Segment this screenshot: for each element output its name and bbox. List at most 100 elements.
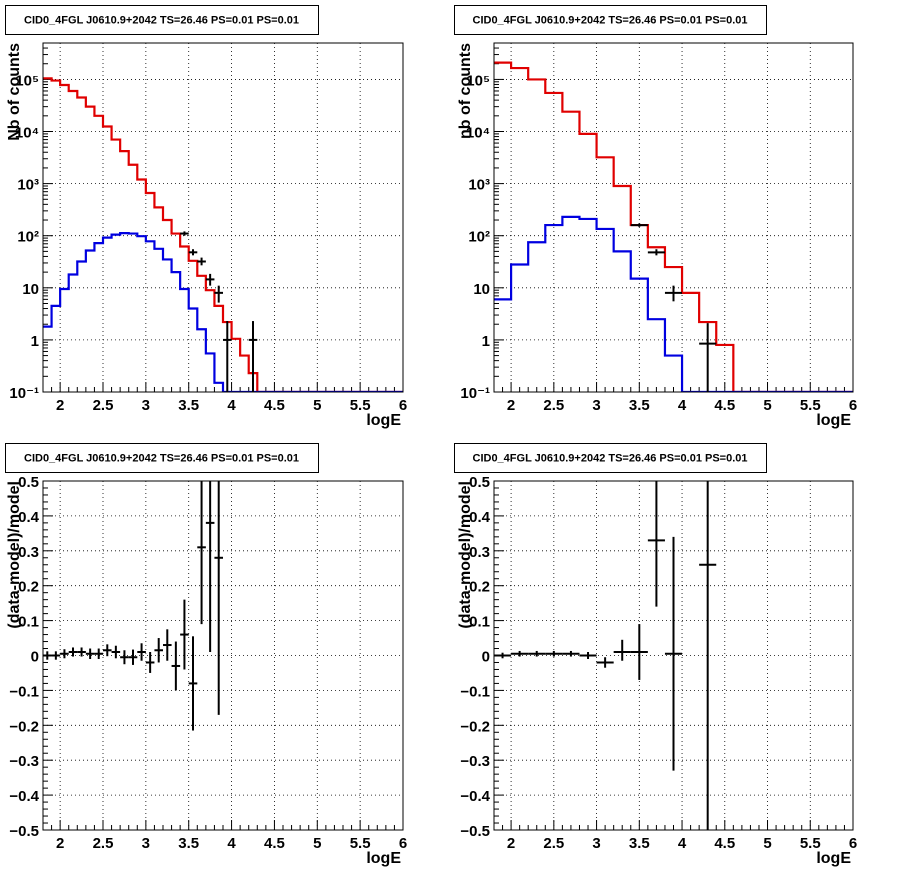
data-point	[188, 249, 198, 256]
title-box	[454, 443, 767, 473]
title-box	[454, 5, 767, 35]
x-tick-label: 2	[56, 835, 64, 852]
x-tick-label: 6	[849, 835, 857, 852]
chart-title: CID0_4FGL J0610.9+2042 TS=26.46 PS=0.01 …	[473, 453, 748, 465]
x-tick-label: 5.5	[350, 397, 371, 414]
y-tick-label: 0.4	[469, 509, 491, 526]
x-tick-label: 3.5	[178, 397, 199, 414]
y-tick-label: −0.5	[460, 823, 490, 840]
histogram-series-red	[494, 61, 853, 392]
x-tick-label: 4	[678, 835, 687, 852]
x-tick-label: 4	[227, 397, 236, 414]
y-tick-label: −0.2	[9, 718, 39, 735]
y-tick-label: 10	[22, 281, 39, 298]
data-point	[528, 650, 546, 657]
y-tick-label: 10⁵	[466, 72, 490, 89]
chart-title: CID0_4FGL J0610.9+2042 TS=26.46 PS=0.01 …	[24, 453, 299, 465]
y-tick-label: 10³	[17, 177, 39, 194]
y-tick-label: −0.3	[460, 753, 490, 770]
x-tick-label: 3.5	[178, 835, 199, 852]
y-tick-label: −0.1	[9, 683, 39, 700]
x-tick-label: 6	[399, 397, 407, 414]
x-tick-label: 5	[313, 397, 321, 414]
data-point	[223, 321, 232, 392]
y-axis-label: (data-model)/model	[6, 481, 23, 629]
data-point	[120, 650, 129, 665]
y-tick-label: 0.3	[18, 544, 39, 561]
x-tick-label: 5	[313, 835, 321, 852]
y-tick-label: 0	[31, 649, 39, 666]
x-tick-label: 3.5	[629, 397, 650, 414]
data-point	[545, 650, 563, 657]
data-point	[94, 648, 103, 659]
y-tick-label: 10	[473, 281, 490, 298]
data-point	[579, 652, 597, 659]
data-point	[699, 481, 717, 830]
data-point	[699, 323, 717, 392]
grid	[494, 43, 853, 392]
data-point	[197, 481, 206, 625]
x-tick-label: 3.5	[629, 835, 650, 852]
y-tick-label: 0	[482, 649, 490, 666]
x-tick-label: 3	[592, 835, 600, 852]
x-tick-label: 3	[142, 397, 150, 414]
data-point	[180, 231, 189, 236]
x-tick-label: 2.5	[543, 835, 564, 852]
plot-data	[43, 481, 223, 731]
data-point	[562, 650, 580, 657]
x-tick-label: 4.5	[264, 397, 285, 414]
plot-data	[494, 61, 853, 392]
plot-panel-2: CID0_4FGL J0610.9+2042 TS=26.46 PS=0.01 …	[454, 5, 857, 429]
data-point	[248, 321, 258, 392]
x-tick-label: 2.5	[543, 397, 564, 414]
data-point	[613, 639, 631, 661]
x-tick-label: 5	[763, 835, 771, 852]
data-point	[664, 285, 683, 302]
x-tick-label: 6	[399, 835, 407, 852]
y-tick-label: 0.2	[469, 579, 490, 596]
y-tick-label: 0.1	[469, 614, 490, 631]
y-tick-label: −0.1	[460, 683, 490, 700]
x-tick-label: 4.5	[264, 835, 285, 852]
data-point	[511, 650, 529, 657]
plot-frame	[42, 42, 404, 393]
x-axis-label: logE	[366, 850, 401, 867]
x-axis-label: logE	[816, 850, 851, 867]
y-axis-label: Nb of counts	[6, 43, 23, 141]
histogram-series-blue	[43, 232, 403, 392]
data-point	[145, 652, 155, 673]
data-point	[205, 273, 215, 286]
data-point	[154, 638, 163, 663]
x-axis-label: logE	[366, 412, 401, 429]
chart-title: CID0_4FGL J0610.9+2042 TS=26.46 PS=0.01 …	[473, 15, 748, 27]
data-point	[68, 647, 78, 657]
x-tick-label: 5	[763, 397, 771, 414]
data-point	[111, 645, 121, 659]
data-point	[171, 641, 181, 691]
y-tick-label: 0.2	[18, 579, 39, 596]
x-tick-label: 2	[507, 835, 515, 852]
plot-data	[43, 77, 403, 392]
y-tick-label: 10²	[17, 229, 39, 246]
histogram-series-red	[43, 77, 403, 392]
plot-panel-3: CID0_4FGL J0610.9+2042 TS=26.46 PS=0.01 …	[5, 443, 407, 867]
data-point	[205, 481, 215, 653]
y-tick-label: 10⁴	[466, 125, 490, 142]
y-tick-label: 10⁵	[15, 72, 39, 89]
data-point	[188, 636, 198, 731]
x-tick-label: 3	[142, 835, 150, 852]
y-tick-label: 0.5	[18, 474, 39, 491]
y-axis-label: nb of counts	[457, 43, 474, 139]
data-point	[596, 657, 614, 668]
y-tick-label: 10⁻¹	[460, 385, 490, 402]
y-tick-label: 0.3	[469, 544, 490, 561]
y-tick-label: 10³	[468, 177, 490, 194]
data-point	[51, 651, 61, 660]
data-point	[494, 652, 512, 659]
data-point	[103, 644, 112, 657]
data-point	[137, 643, 146, 661]
data-point	[85, 648, 95, 659]
histogram-series-blue	[494, 215, 853, 392]
data-point	[197, 257, 206, 266]
y-tick-label: 0.4	[18, 509, 40, 526]
